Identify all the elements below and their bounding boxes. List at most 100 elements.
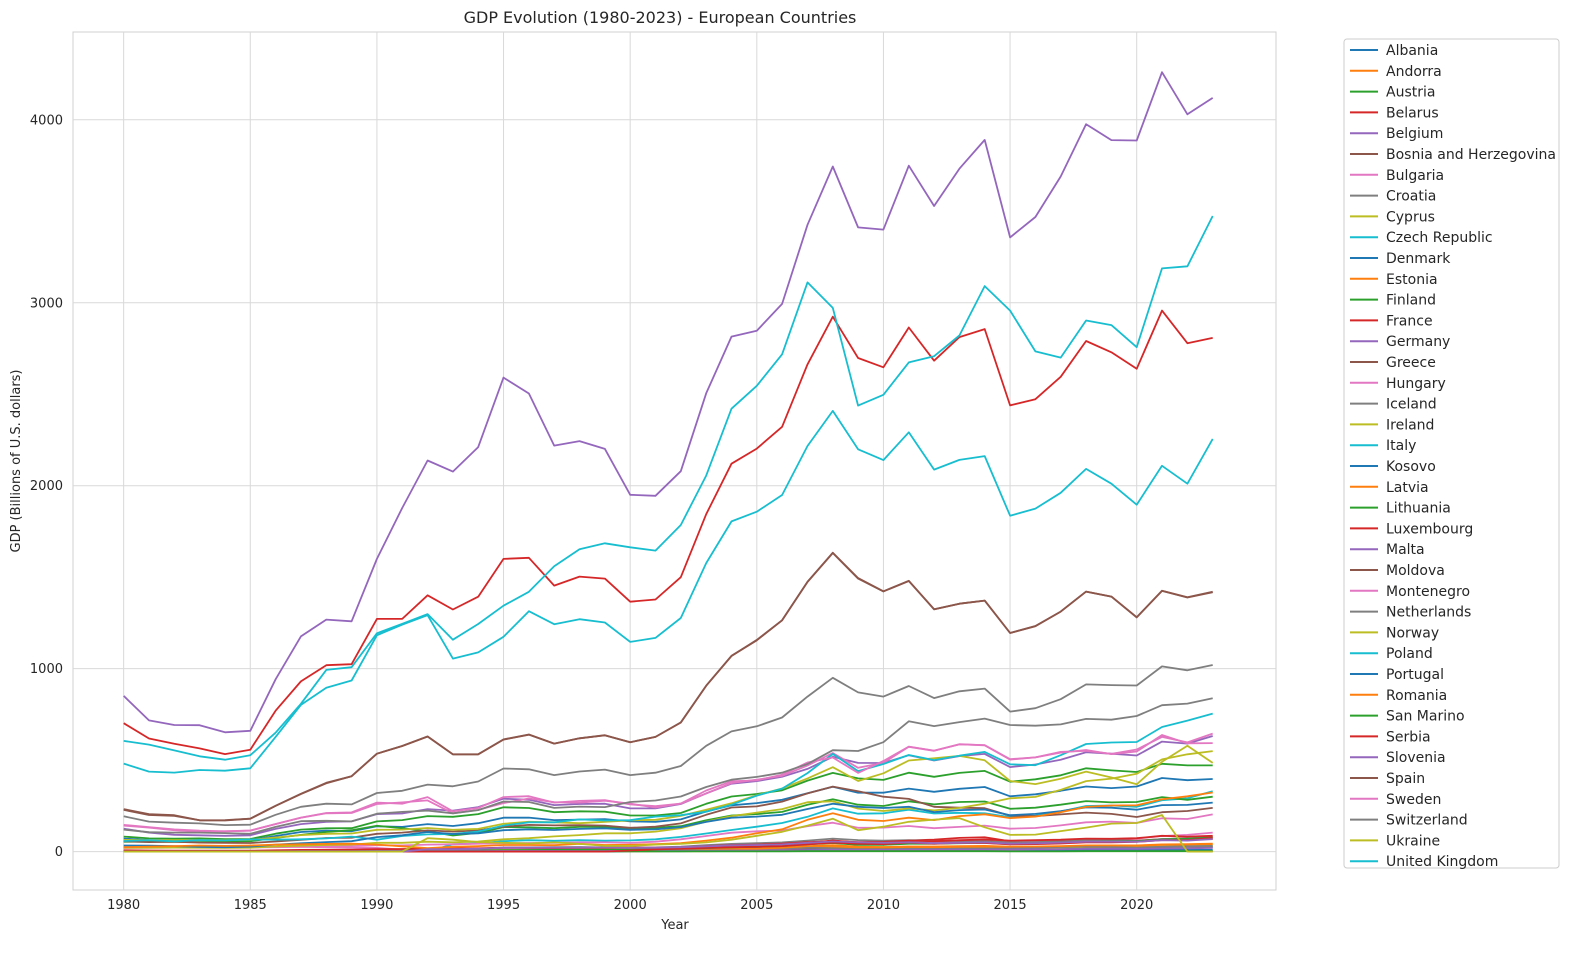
series-line-ireland <box>123 750 1213 849</box>
y-tick-label: 2000 <box>30 479 63 494</box>
y-tick-label: 4000 <box>30 113 63 128</box>
legend-label: Luxembourg <box>1386 521 1473 537</box>
legend-item-germany: Germany <box>1350 334 1450 350</box>
legend-label: Croatia <box>1386 189 1436 205</box>
legend-item-moldova: Moldova <box>1350 563 1445 579</box>
legend-label: Ukraine <box>1386 833 1440 849</box>
legend-label: Serbia <box>1386 729 1431 745</box>
legend-item-cyprus: Cyprus <box>1350 209 1435 225</box>
legend-label: Slovenia <box>1386 750 1446 766</box>
series-line-italy <box>123 409 1214 774</box>
legend-label: Bosnia and Herzegovina <box>1386 147 1556 163</box>
legend-item-netherlands: Netherlands <box>1350 605 1471 621</box>
legend-item-sweden: Sweden <box>1350 792 1441 808</box>
legend-label: Germany <box>1386 334 1450 350</box>
series-line-denmark <box>123 777 1213 842</box>
plot-area <box>72 31 1277 891</box>
series-line-netherlands <box>123 664 1213 826</box>
legend-label: Spain <box>1386 771 1425 787</box>
legend-label: Czech Republic <box>1386 230 1493 246</box>
legend-item-bosnia-and-herzegovina: Bosnia and Herzegovina <box>1350 147 1556 163</box>
legend-label: Switzerland <box>1386 813 1468 829</box>
legend-item-slovenia: Slovenia <box>1350 750 1446 766</box>
legend-item-bulgaria: Bulgaria <box>1350 168 1444 184</box>
y-axis-label: GDP (Billions of U.S. dollars) <box>9 369 24 552</box>
legend-item-luxembourg: Luxembourg <box>1350 521 1473 537</box>
legend-label: Lithuania <box>1386 501 1451 517</box>
x-tick-label: 1980 <box>107 898 140 913</box>
legend-label: Portugal <box>1386 667 1444 683</box>
series-line-sweden <box>123 734 1213 833</box>
legend-item-france: France <box>1350 313 1433 329</box>
y-tick-label: 1000 <box>30 662 63 677</box>
legend-label: Moldova <box>1386 563 1445 579</box>
x-tick-label: 2020 <box>1120 898 1153 913</box>
chart-title: GDP Evolution (1980-2023) - European Cou… <box>464 8 857 27</box>
legend-item-andorra: Andorra <box>1350 64 1442 80</box>
legend-label: Finland <box>1386 293 1436 309</box>
legend-item-belgium: Belgium <box>1350 126 1443 142</box>
legend-label: Estonia <box>1386 272 1438 288</box>
legend-item-switzerland: Switzerland <box>1350 813 1468 829</box>
legend-label: Ireland <box>1386 417 1434 433</box>
legend-item-croatia: Croatia <box>1350 189 1436 205</box>
series-line-poland <box>123 712 1213 843</box>
legend-item-montenegro: Montenegro <box>1350 584 1470 600</box>
legend-label: Iceland <box>1386 397 1437 413</box>
legend-item-spain: Spain <box>1350 771 1425 787</box>
legend-item-latvia: Latvia <box>1350 480 1429 496</box>
legend-label: Italy <box>1386 438 1416 454</box>
series-line-spain <box>123 552 1213 822</box>
legend-item-ireland: Ireland <box>1350 417 1434 433</box>
axis-ticks: 1980 1985 1990 1995 2000 2005 2010 2015 2020 0 100… <box>30 113 1153 913</box>
legend-label: Cyprus <box>1386 209 1435 225</box>
legend-label: Bulgaria <box>1386 168 1444 184</box>
legend-label: Hungary <box>1386 376 1446 392</box>
legend-label: United Kingdom <box>1386 854 1498 870</box>
series-line-france <box>123 309 1213 755</box>
legend-label: Denmark <box>1386 251 1451 267</box>
legend-item-albania: Albania <box>1350 43 1438 59</box>
y-tick-label: 3000 <box>30 296 63 311</box>
legend-label: Austria <box>1386 85 1435 101</box>
x-tick-label: 1990 <box>360 898 393 913</box>
legend-item-italy: Italy <box>1350 438 1416 454</box>
legend-label: France <box>1386 313 1433 329</box>
series-line-norway <box>123 744 1214 842</box>
legend-label: Poland <box>1386 646 1433 662</box>
legend-label: Montenegro <box>1386 584 1470 600</box>
series-line-germany <box>123 71 1214 734</box>
legend-item-kosovo: Kosovo <box>1350 459 1436 475</box>
legend-item-romania: Romania <box>1350 688 1447 704</box>
legend-item-san-marino: San Marino <box>1350 709 1465 725</box>
legend-label: Andorra <box>1386 64 1442 80</box>
legend-item-ukraine: Ukraine <box>1350 833 1440 849</box>
series-line-united-kingdom <box>123 215 1214 761</box>
legend-item-malta: Malta <box>1350 542 1425 558</box>
legend-label: Norway <box>1386 625 1439 641</box>
legend: Albania Andorra Austria Belarus Belgium Bosni… <box>1343 38 1560 870</box>
x-tick-label: 2000 <box>614 898 647 913</box>
legend-item-portugal: Portugal <box>1350 667 1444 683</box>
x-tick-label: 2005 <box>740 898 773 913</box>
legend-item-united-kingdom: United Kingdom <box>1350 854 1498 870</box>
series-line-ukraine <box>123 814 1213 853</box>
legend-label: Kosovo <box>1386 459 1436 475</box>
x-tick-label: 2010 <box>867 898 900 913</box>
legend-item-serbia: Serbia <box>1350 729 1431 745</box>
legend-label: Netherlands <box>1386 605 1471 621</box>
legend-item-austria: Austria <box>1350 85 1435 101</box>
legend-label: Sweden <box>1386 792 1441 808</box>
legend-label: Belarus <box>1386 105 1439 121</box>
legend-label: Romania <box>1386 688 1447 704</box>
legend-item-lithuania: Lithuania <box>1350 501 1451 517</box>
x-tick-label: 2015 <box>994 898 1027 913</box>
legend-box <box>1343 38 1560 869</box>
legend-item-finland: Finland <box>1350 293 1436 309</box>
legend-item-estonia: Estonia <box>1350 272 1438 288</box>
legend-label: Belgium <box>1386 126 1443 142</box>
legend-item-norway: Norway <box>1350 625 1439 641</box>
x-tick-label: 1995 <box>487 898 520 913</box>
legend-label: San Marino <box>1386 709 1465 725</box>
